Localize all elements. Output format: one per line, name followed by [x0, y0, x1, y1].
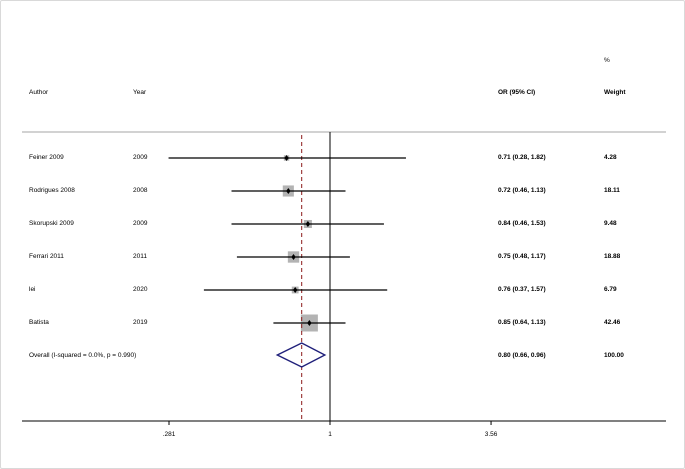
study-weight: 9.48 [604, 220, 617, 227]
study-or-ci: 0.72 (0.46, 1.13) [498, 187, 546, 194]
study-or-ci: 0.75 (0.48, 1.17) [498, 253, 546, 260]
study-year: 2009 [133, 154, 148, 161]
study-author: Ferrari 2011 [29, 253, 64, 260]
or-ci-header: OR (95% CI) [498, 89, 536, 96]
study-point-estimate [305, 221, 311, 227]
study-point-estimate [284, 155, 289, 161]
study-point-estimate [291, 254, 296, 260]
weight-header: Weight [604, 89, 626, 96]
study-year: 2020 [133, 286, 148, 293]
study-author: lei [29, 286, 36, 293]
study-author: Skorupski 2009 [29, 220, 74, 227]
study-or-ci: 0.71 (0.28, 1.82) [498, 154, 546, 161]
x-tick-label: 1 [328, 431, 332, 438]
study-point-estimate [307, 320, 312, 326]
study-or-ci: 0.84 (0.46, 1.53) [498, 220, 546, 227]
study-weight: 6.79 [604, 286, 617, 293]
overall-label: Overall (I-squared = 0.0%, p = 0.990) [29, 352, 137, 359]
study-year: 2009 [133, 220, 148, 227]
study-or-ci: 0.85 (0.64, 1.13) [498, 319, 546, 326]
study-weight: 18.11 [604, 187, 620, 194]
study-year: 2008 [133, 187, 148, 194]
x-tick-label: 3.56 [485, 431, 498, 438]
study-point-estimate [286, 188, 291, 194]
study-weight: 42.46 [604, 319, 621, 326]
study-or-ci: 0.76 (0.37, 1.57) [498, 286, 546, 293]
overall-weight: 100.00 [604, 352, 624, 359]
study-year: 2011 [133, 253, 147, 260]
study-weight: 4.28 [604, 154, 617, 161]
study-year: 2019 [133, 319, 148, 326]
overall-or-ci: 0.80 (0.66, 0.96) [498, 352, 546, 359]
x-tick-label: .281 [163, 431, 176, 438]
author-header: Author [29, 89, 49, 96]
year-header: Year [133, 89, 147, 96]
weight-unit-header: % [604, 57, 610, 64]
study-author: Batista [29, 319, 49, 326]
study-author: Feiner 2009 [29, 154, 64, 161]
overall-diamond [275, 342, 327, 368]
study-weight: 18.88 [604, 253, 621, 260]
study-author: Rodrigues 2008 [29, 187, 75, 194]
study-point-estimate [292, 287, 298, 293]
